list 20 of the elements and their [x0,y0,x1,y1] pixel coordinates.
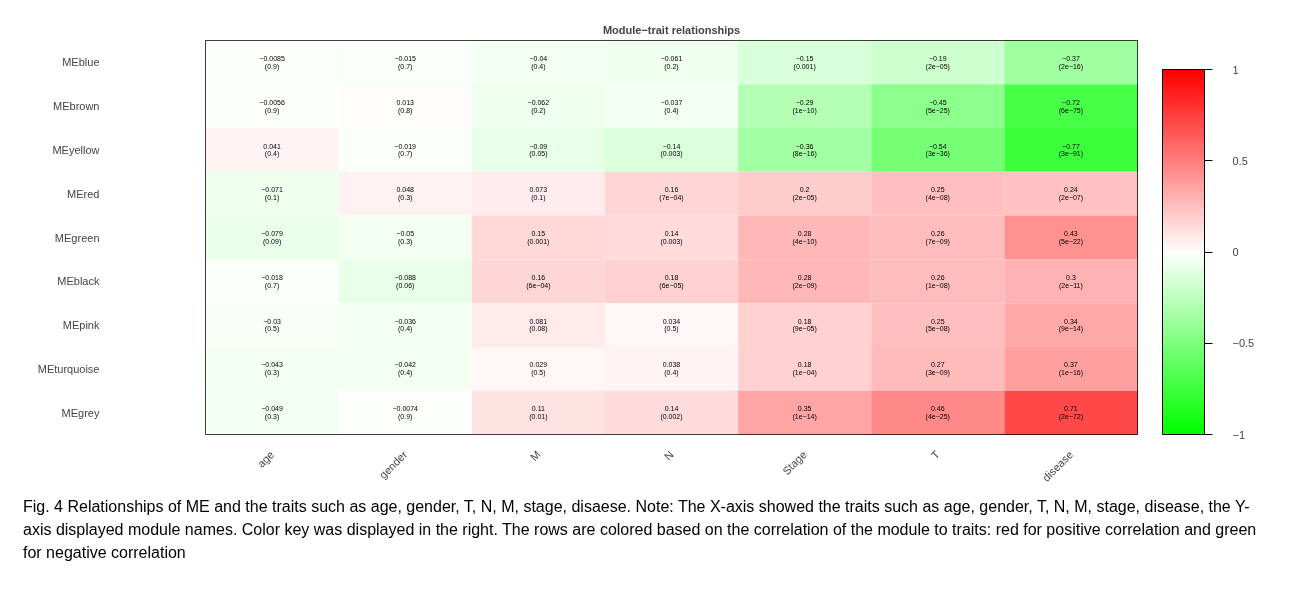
y-tick-label: MEred [67,187,100,200]
y-tick-label: MEblue [62,56,100,69]
y-tick-label: MEpink [62,319,100,332]
color-bar-label: 1 [1232,63,1239,76]
x-tick-label: N [661,448,676,463]
chart-title: Module−trait relationships [602,23,741,36]
color-bar-label: 0.5 [1232,154,1248,167]
x-tick-label: age [254,448,277,470]
y-tick-label: MEbrown [53,100,100,113]
caption: Fig. 4 Relationships of ME and the traits such as age, gender, T, N, M, stage, disaese. Note: The X-axis showed the traits such as age, gender, T, N, M, stage, disease, the Y-axis displayed module names. Color key was displayed in the right. The rows are colored based on the correlation of the module to traits: red for positive correlation and green for negative correlation [23,497,1258,564]
color-bar-label: −0.5 [1232,337,1255,350]
x-tick-label: T [928,448,943,462]
color-bar-label: 0 [1232,246,1239,258]
y-tick-label: MEyellow [52,143,100,156]
y-tick-label: MEturquoise [37,362,100,375]
y-tick-label: MEblack [57,275,100,288]
x-tick-label: M [527,448,543,464]
y-tick-label: MEgreen [54,231,100,244]
color-bar-label: −1 [1232,428,1246,441]
y-tick-label: MEgrey [61,406,100,419]
